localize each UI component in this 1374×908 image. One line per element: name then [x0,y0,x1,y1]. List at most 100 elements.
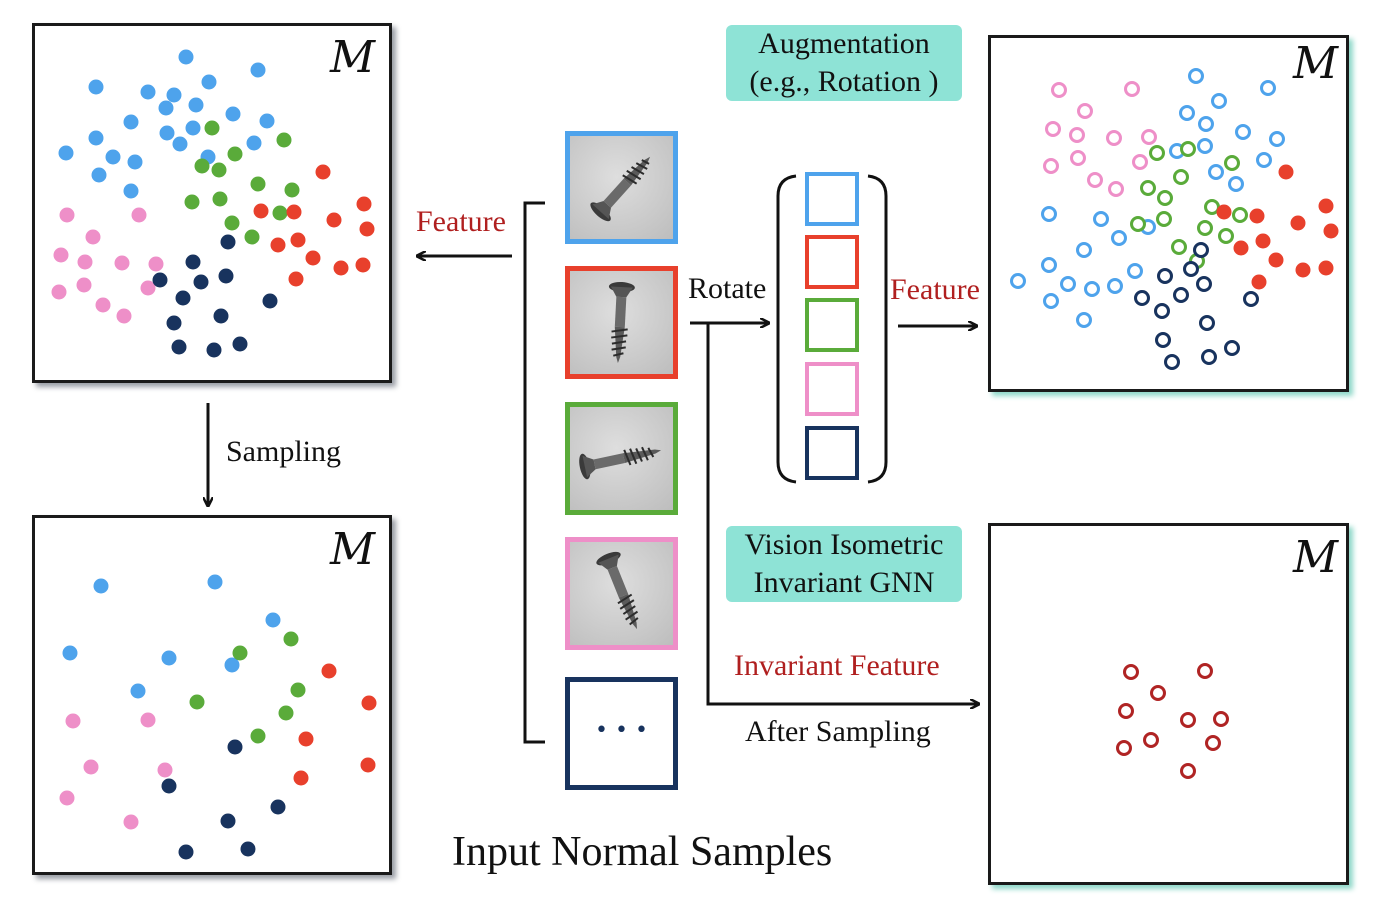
feature-point-green [227,146,243,162]
sampled-point-blue [161,650,177,666]
sampled-point-green [189,694,205,710]
feature-point-navy [232,336,248,352]
feature-point-red [356,196,372,212]
sampled-point-green [283,631,299,647]
augmented-point-green [1218,228,1234,244]
augmented-point-navy [1155,332,1171,348]
sampled-point-blue [224,657,240,673]
augmented-point-green [1156,211,1172,227]
invariant-path [706,323,978,704]
feature-point-pink [95,297,111,313]
sample-image-pink [565,537,678,650]
augmented-point-red [1249,208,1265,224]
gnn-title-line2: Invariant GNN [753,566,935,599]
feature-point-navy [185,254,201,270]
augmented-point-blue [1211,93,1227,109]
invariant-feature-space-panel: M [988,523,1349,885]
feature-point-blue [225,106,241,122]
augmented-point-blue [1197,138,1213,154]
augmented-point-pink [1108,181,1124,197]
gnn-title-line1: Vision Isometric [744,528,944,561]
feature-point-green [194,158,210,174]
feature-point-blue [123,114,139,130]
augmented-point-blue [1041,206,1057,222]
augmented-point-navy [1243,291,1259,307]
augmented-point-pink [1070,150,1086,166]
sampled-point-blue [62,645,78,661]
feature-point-pink [77,254,93,270]
augmented-point-blue [1060,276,1076,292]
sample-image-green [565,402,678,515]
feature-point-blue [201,74,217,90]
augmented-point-navy [1164,354,1180,370]
feature-point-green [276,132,292,148]
feature-point-red [270,237,286,253]
feature-point-green [204,120,220,136]
augmentation-label-box: Augmentation (e.g., Rotation ) [726,25,962,101]
feature-point-blue [188,97,204,113]
augmented-point-navy [1134,290,1150,306]
rotation-bracket-left [776,174,797,484]
feature-point-green [224,215,240,231]
augmented-point-navy [1193,242,1209,258]
augmented-point-pink [1124,81,1140,97]
sampled-point-red [298,731,314,747]
feature-point-pink [53,247,69,263]
augmented-point-blue [1107,278,1123,294]
feature-point-green [250,176,266,192]
manifold-symbol: M [1292,532,1338,583]
augmented-point-navy [1224,340,1240,356]
feature-point-green [272,205,288,221]
samples-bracket [523,201,545,744]
invariant-point [1213,711,1229,727]
screw-icon [579,446,662,480]
augmented-point-green [1197,220,1213,236]
feature-point-pink [59,207,75,223]
augmented-point-navy [1173,287,1189,303]
invariant-point [1116,740,1132,756]
augmented-point-pink [1087,172,1103,188]
feature-point-pink [140,280,156,296]
augmented-point-green [1157,190,1173,206]
sampled-point-green [278,705,294,721]
augmented-point-red [1290,215,1306,231]
augmented-point-red [1233,240,1249,256]
sample-image-red [565,266,678,379]
sample-image-blue [565,131,678,244]
augmented-point-red [1251,274,1267,290]
invariant-point [1118,703,1134,719]
feature-point-navy [193,274,209,290]
invariant-point [1150,685,1166,701]
augmented-point-navy [1199,315,1215,331]
sampled-point-pink [123,814,139,830]
augmented-point-green [1173,169,1189,185]
augmented-point-blue [1188,68,1204,84]
invariant-point [1197,663,1213,679]
augmented-point-pink [1069,127,1085,143]
augmented-point-blue [1010,273,1026,289]
augmented-point-red [1318,198,1334,214]
sampled-point-blue [130,683,146,699]
augmented-point-blue [1127,263,1143,279]
feature-point-green [244,229,260,245]
sampled-point-navy [227,739,243,755]
feature-point-blue [185,120,201,136]
feature-point-blue [105,149,121,165]
sampled-point-blue [265,612,281,628]
feature-point-red [315,164,331,180]
augmented-point-green [1180,141,1196,157]
augmented-point-red [1278,164,1294,180]
sampled-point-red [293,770,309,786]
after-sampling-label: After Sampling [745,715,931,748]
sampled-point-green [232,645,248,661]
feature-point-navy [166,315,182,331]
sampled-point-pink [65,713,81,729]
feature-point-red [359,221,375,237]
augmented-point-pink [1106,130,1122,146]
sampled-point-pink [140,712,156,728]
augmented-point-navy [1183,261,1199,277]
augmented-point-green [1232,207,1248,223]
feature-point-red [253,203,269,219]
invariant-point [1180,763,1196,779]
